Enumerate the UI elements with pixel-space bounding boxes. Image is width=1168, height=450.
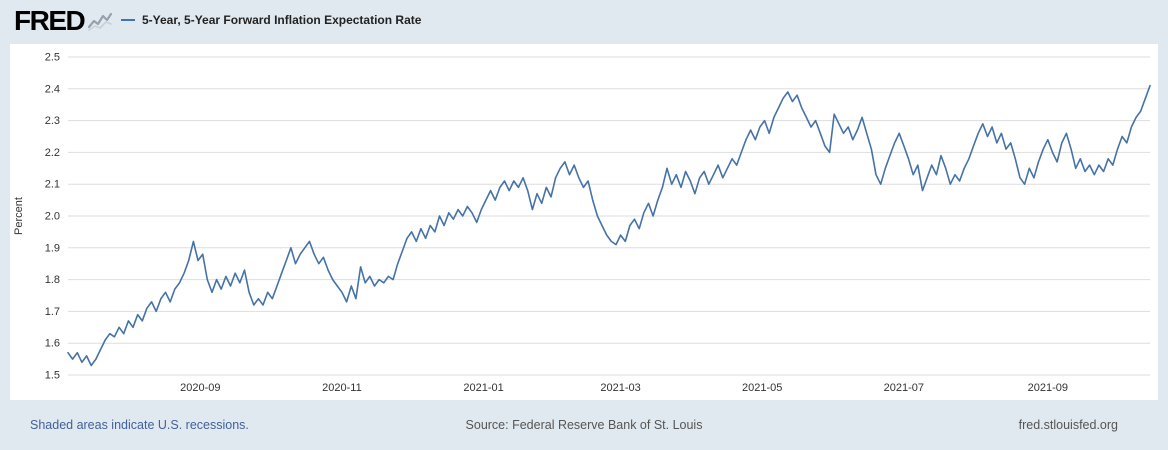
y-tick-label: 2.3 [45, 115, 60, 127]
line-chart[interactable]: 1.5 1.6 1.7 1.8 1.9 2.0 2.1 2.2 2.3 2.4 2.5 2020-09… [10, 44, 1158, 400]
x-tick-label: 2021-07 [884, 382, 924, 394]
y-tick-label: 2.0 [45, 211, 60, 223]
x-tick-label: 2021-05 [742, 382, 782, 394]
x-tick-label: 2020-09 [180, 382, 220, 394]
y-tick-label: 1.9 [45, 242, 60, 254]
chart-area: 1.5 1.6 1.7 1.8 1.9 2.0 2.1 2.2 2.3 2.4 2.5 2020-09… [10, 44, 1158, 400]
x-tick-label: 2021-03 [600, 382, 640, 394]
y-tick-label: 1.8 [45, 274, 60, 286]
legend: 5-Year, 5-Year Forward Inflation Expecta… [121, 13, 421, 27]
y-tick-label: 2.5 [45, 52, 60, 64]
recession-note-link[interactable]: Shaded areas indicate U.S. recessions. [30, 418, 249, 432]
fred-logo-chart-icon [87, 11, 113, 36]
source-link[interactable]: Source: Federal Reserve Bank of St. Loui… [465, 418, 703, 432]
fred-site-link[interactable]: fred.stlouisfed.org [1018, 418, 1118, 432]
data-line [67, 84, 1151, 367]
y-tick-label: 1.7 [45, 306, 60, 318]
x-tick-label: 2020-11 [322, 382, 362, 394]
y-tick-label: 2.2 [45, 147, 60, 159]
y-tick-label: 1.6 [45, 338, 60, 350]
y-tick-label: 1.5 [45, 370, 60, 382]
fred-logo[interactable]: FRED [14, 4, 113, 38]
x-tick-label: 2021-01 [463, 382, 503, 394]
y-tick-label: 2.1 [45, 179, 60, 191]
y-axis-title: Percent [13, 197, 25, 235]
legend-line-swatch [121, 19, 135, 21]
fred-logo-text: FRED [14, 5, 86, 36]
legend-series-label: 5-Year, 5-Year Forward Inflation Expecta… [142, 13, 422, 27]
y-tick-label: 2.4 [45, 83, 60, 95]
x-tick-label: 2021-09 [1028, 382, 1068, 394]
